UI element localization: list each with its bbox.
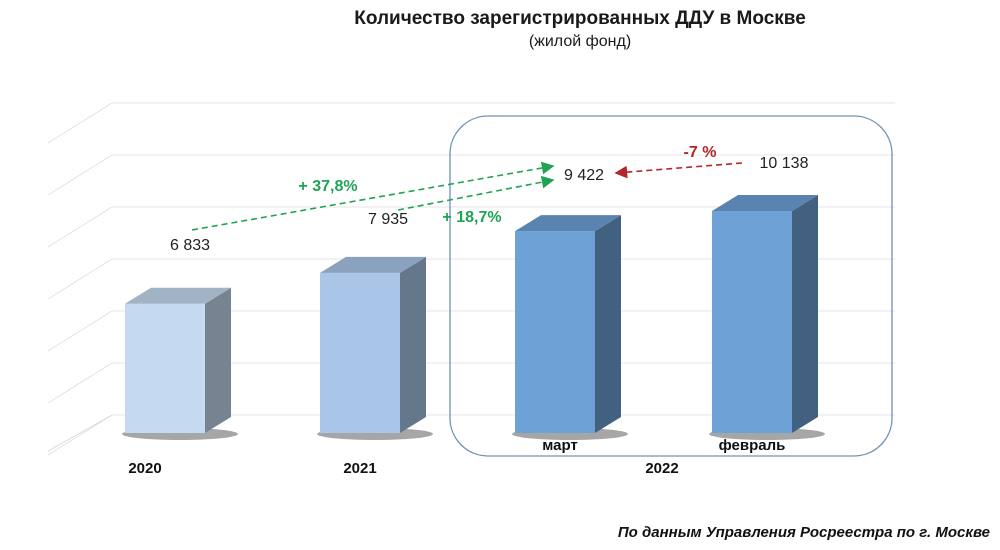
bars <box>122 195 825 440</box>
gridline-left <box>47 206 113 248</box>
floor-line <box>47 414 113 452</box>
gridline-left <box>47 362 113 404</box>
gridline-left <box>47 414 113 456</box>
bar-top <box>320 256 426 273</box>
annotation-arrow <box>397 175 555 211</box>
value-label: 10 138 <box>760 155 809 172</box>
labels: 6 833 7 935 9 422 10 138 2020 2021 март февраль… <box>128 144 808 477</box>
value-label: 7 935 <box>368 211 408 228</box>
value-label: 6 833 <box>170 237 210 254</box>
bar <box>712 211 792 433</box>
source-note: По данным Управления Росреестра по г. Мо… <box>617 524 990 541</box>
bar-side <box>400 256 426 433</box>
chart-title: Количество зарегистрированных ДДУ в Моск… <box>354 8 806 29</box>
annotation-arrows <box>191 161 743 231</box>
bar <box>515 231 595 433</box>
annotation-arrow <box>614 162 743 179</box>
annotation-label: + 18,7% <box>442 209 501 226</box>
category-label: февраль <box>719 437 786 454</box>
chart-subtitle: (жилой фонд) <box>528 33 632 50</box>
category-label: 2021 <box>343 460 376 477</box>
bar-top <box>515 215 621 232</box>
bar <box>320 272 400 433</box>
gridline-left <box>47 154 113 196</box>
bar-top <box>712 195 818 211</box>
gridline-left <box>47 102 113 144</box>
highlight-frame-2022 <box>449 115 893 457</box>
bar-side <box>595 215 621 433</box>
annotation-arrow <box>191 161 555 231</box>
bar-top <box>125 287 231 304</box>
value-label: 9 422 <box>564 167 604 184</box>
bar <box>125 303 205 433</box>
bar-side <box>792 195 818 433</box>
category-label: март <box>542 437 578 454</box>
annotation-label: + 37,8% <box>298 178 357 195</box>
category-label: 2020 <box>128 460 161 477</box>
annotation-label: -7 % <box>684 144 717 161</box>
group-label: 2022 <box>645 460 678 477</box>
gridline-left <box>47 310 113 352</box>
gridline-left <box>47 258 113 300</box>
bar-side <box>205 287 231 433</box>
